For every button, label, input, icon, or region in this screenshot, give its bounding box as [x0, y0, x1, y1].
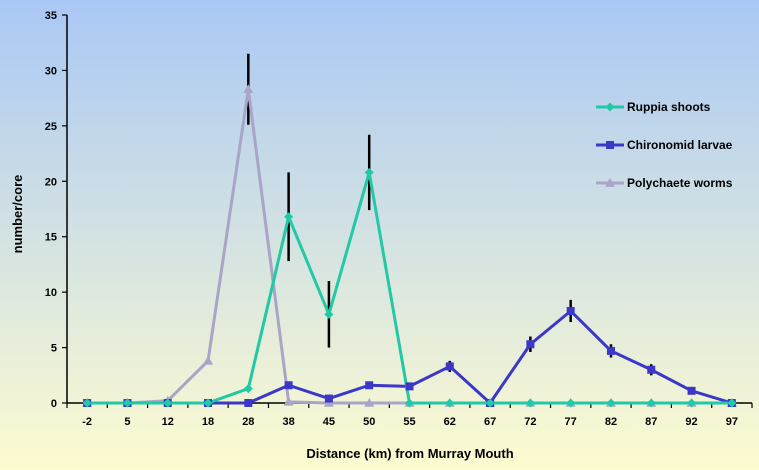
data-point-ruppia-shoots — [122, 398, 132, 408]
data-point-chironomid-larvae — [244, 399, 253, 407]
data-point-ruppia-shoots — [243, 384, 253, 394]
data-point-chironomid-larvae — [405, 382, 414, 391]
data-point-polychaete-worms — [203, 355, 214, 365]
legend-item-polychaete-worms: Polychaete worms — [596, 176, 733, 190]
data-point-chironomid-larvae — [445, 362, 454, 371]
legend-label: Ruppia shoots — [627, 100, 711, 114]
x-tick-label: 92 — [685, 416, 697, 428]
x-tick-label: 28 — [242, 416, 254, 428]
y-tick-label: 20 — [45, 176, 57, 188]
data-point-chironomid-larvae — [566, 306, 575, 315]
y-tick-label: 25 — [45, 121, 57, 133]
legend-label: Chironomid larvae — [627, 138, 733, 152]
data-point-ruppia-shoots — [163, 398, 173, 408]
x-tick-label: 45 — [323, 416, 335, 428]
legend-swatch-marker — [606, 141, 614, 149]
y-tick-label: 30 — [45, 65, 57, 77]
data-point-ruppia-shoots — [687, 398, 697, 408]
data-point-ruppia-shoots — [727, 398, 737, 408]
data-point-chironomid-larvae — [526, 340, 535, 349]
data-point-chironomid-larvae — [647, 365, 656, 374]
data-point-ruppia-shoots — [284, 212, 294, 222]
legend-swatch-marker — [605, 178, 615, 187]
y-axis-title: number/core — [10, 175, 25, 254]
x-axis-title: Distance (km) from Murray Mouth — [306, 446, 513, 461]
y-tick-label: 5 — [51, 343, 57, 355]
x-tick-label: -2 — [82, 416, 92, 428]
data-point-ruppia-shoots — [364, 167, 374, 177]
data-point-chironomid-larvae — [365, 381, 374, 390]
legend-swatch-marker — [605, 102, 615, 112]
legend-item-ruppia-shoots: Ruppia shoots — [596, 100, 711, 114]
data-point-chironomid-larvae — [284, 381, 293, 390]
data-point-chironomid-larvae — [687, 386, 696, 395]
x-tick-label: 77 — [565, 416, 577, 428]
data-point-ruppia-shoots — [405, 398, 414, 408]
x-tick-label: 50 — [363, 416, 375, 428]
data-point-ruppia-shoots — [646, 398, 656, 408]
data-point-ruppia-shoots — [445, 398, 455, 408]
data-point-chironomid-larvae — [606, 346, 615, 355]
x-tick-label: 5 — [124, 416, 130, 428]
data-point-ruppia-shoots — [566, 398, 576, 408]
data-point-ruppia-shoots — [485, 398, 495, 408]
y-tick-label: 15 — [45, 232, 57, 244]
x-tick-label: 55 — [403, 416, 415, 428]
x-tick-label: 97 — [726, 416, 738, 428]
data-point-ruppia-shoots — [82, 398, 92, 408]
data-point-ruppia-shoots — [525, 398, 535, 408]
x-tick-label: 82 — [605, 416, 617, 428]
data-point-ruppia-shoots — [203, 398, 213, 408]
y-tick-label: 35 — [45, 10, 57, 22]
data-point-polychaete-worms — [364, 398, 375, 407]
x-tick-label: 72 — [524, 416, 536, 428]
data-point-polychaete-worms — [243, 84, 254, 94]
y-tick-label: 0 — [51, 398, 57, 410]
legend-item-chironomid-larvae: Chironomid larvae — [596, 138, 733, 152]
y-tick-label: 10 — [45, 287, 57, 299]
x-tick-label: 62 — [444, 416, 456, 428]
x-tick-label: 67 — [484, 416, 496, 428]
x-tick-label: 18 — [202, 416, 214, 428]
data-point-chironomid-larvae — [324, 394, 333, 403]
x-tick-label: 87 — [645, 416, 657, 428]
x-tick-label: 38 — [282, 416, 294, 428]
legend-label: Polychaete worms — [627, 176, 733, 190]
data-point-polychaete-worms — [283, 396, 294, 406]
data-point-ruppia-shoots — [606, 398, 616, 408]
data-point-ruppia-shoots — [324, 309, 334, 319]
x-tick-label: 12 — [162, 416, 174, 428]
